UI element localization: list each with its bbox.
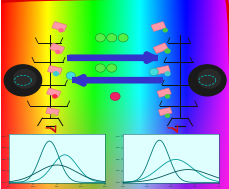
FancyBboxPatch shape xyxy=(52,22,67,31)
Circle shape xyxy=(95,34,105,42)
FancyBboxPatch shape xyxy=(46,107,59,116)
Circle shape xyxy=(55,50,60,54)
Circle shape xyxy=(164,71,171,76)
Circle shape xyxy=(110,92,120,101)
Circle shape xyxy=(4,65,42,96)
Circle shape xyxy=(107,34,117,42)
Circle shape xyxy=(52,94,57,99)
Circle shape xyxy=(165,94,170,99)
Circle shape xyxy=(198,70,221,88)
Circle shape xyxy=(118,34,128,42)
Circle shape xyxy=(149,68,158,76)
FancyBboxPatch shape xyxy=(158,107,172,116)
Circle shape xyxy=(95,64,105,72)
FancyBboxPatch shape xyxy=(156,66,170,74)
Circle shape xyxy=(165,113,170,118)
FancyBboxPatch shape xyxy=(153,43,168,53)
Circle shape xyxy=(107,64,117,72)
Circle shape xyxy=(58,28,64,33)
FancyBboxPatch shape xyxy=(46,88,61,97)
FancyBboxPatch shape xyxy=(151,22,166,31)
Circle shape xyxy=(163,28,168,33)
Circle shape xyxy=(66,72,75,79)
FancyBboxPatch shape xyxy=(157,88,171,97)
Circle shape xyxy=(164,48,171,54)
FancyBboxPatch shape xyxy=(50,43,65,53)
FancyBboxPatch shape xyxy=(48,66,62,74)
Circle shape xyxy=(53,71,59,76)
Circle shape xyxy=(14,70,36,88)
Circle shape xyxy=(189,65,226,96)
Circle shape xyxy=(51,113,56,118)
